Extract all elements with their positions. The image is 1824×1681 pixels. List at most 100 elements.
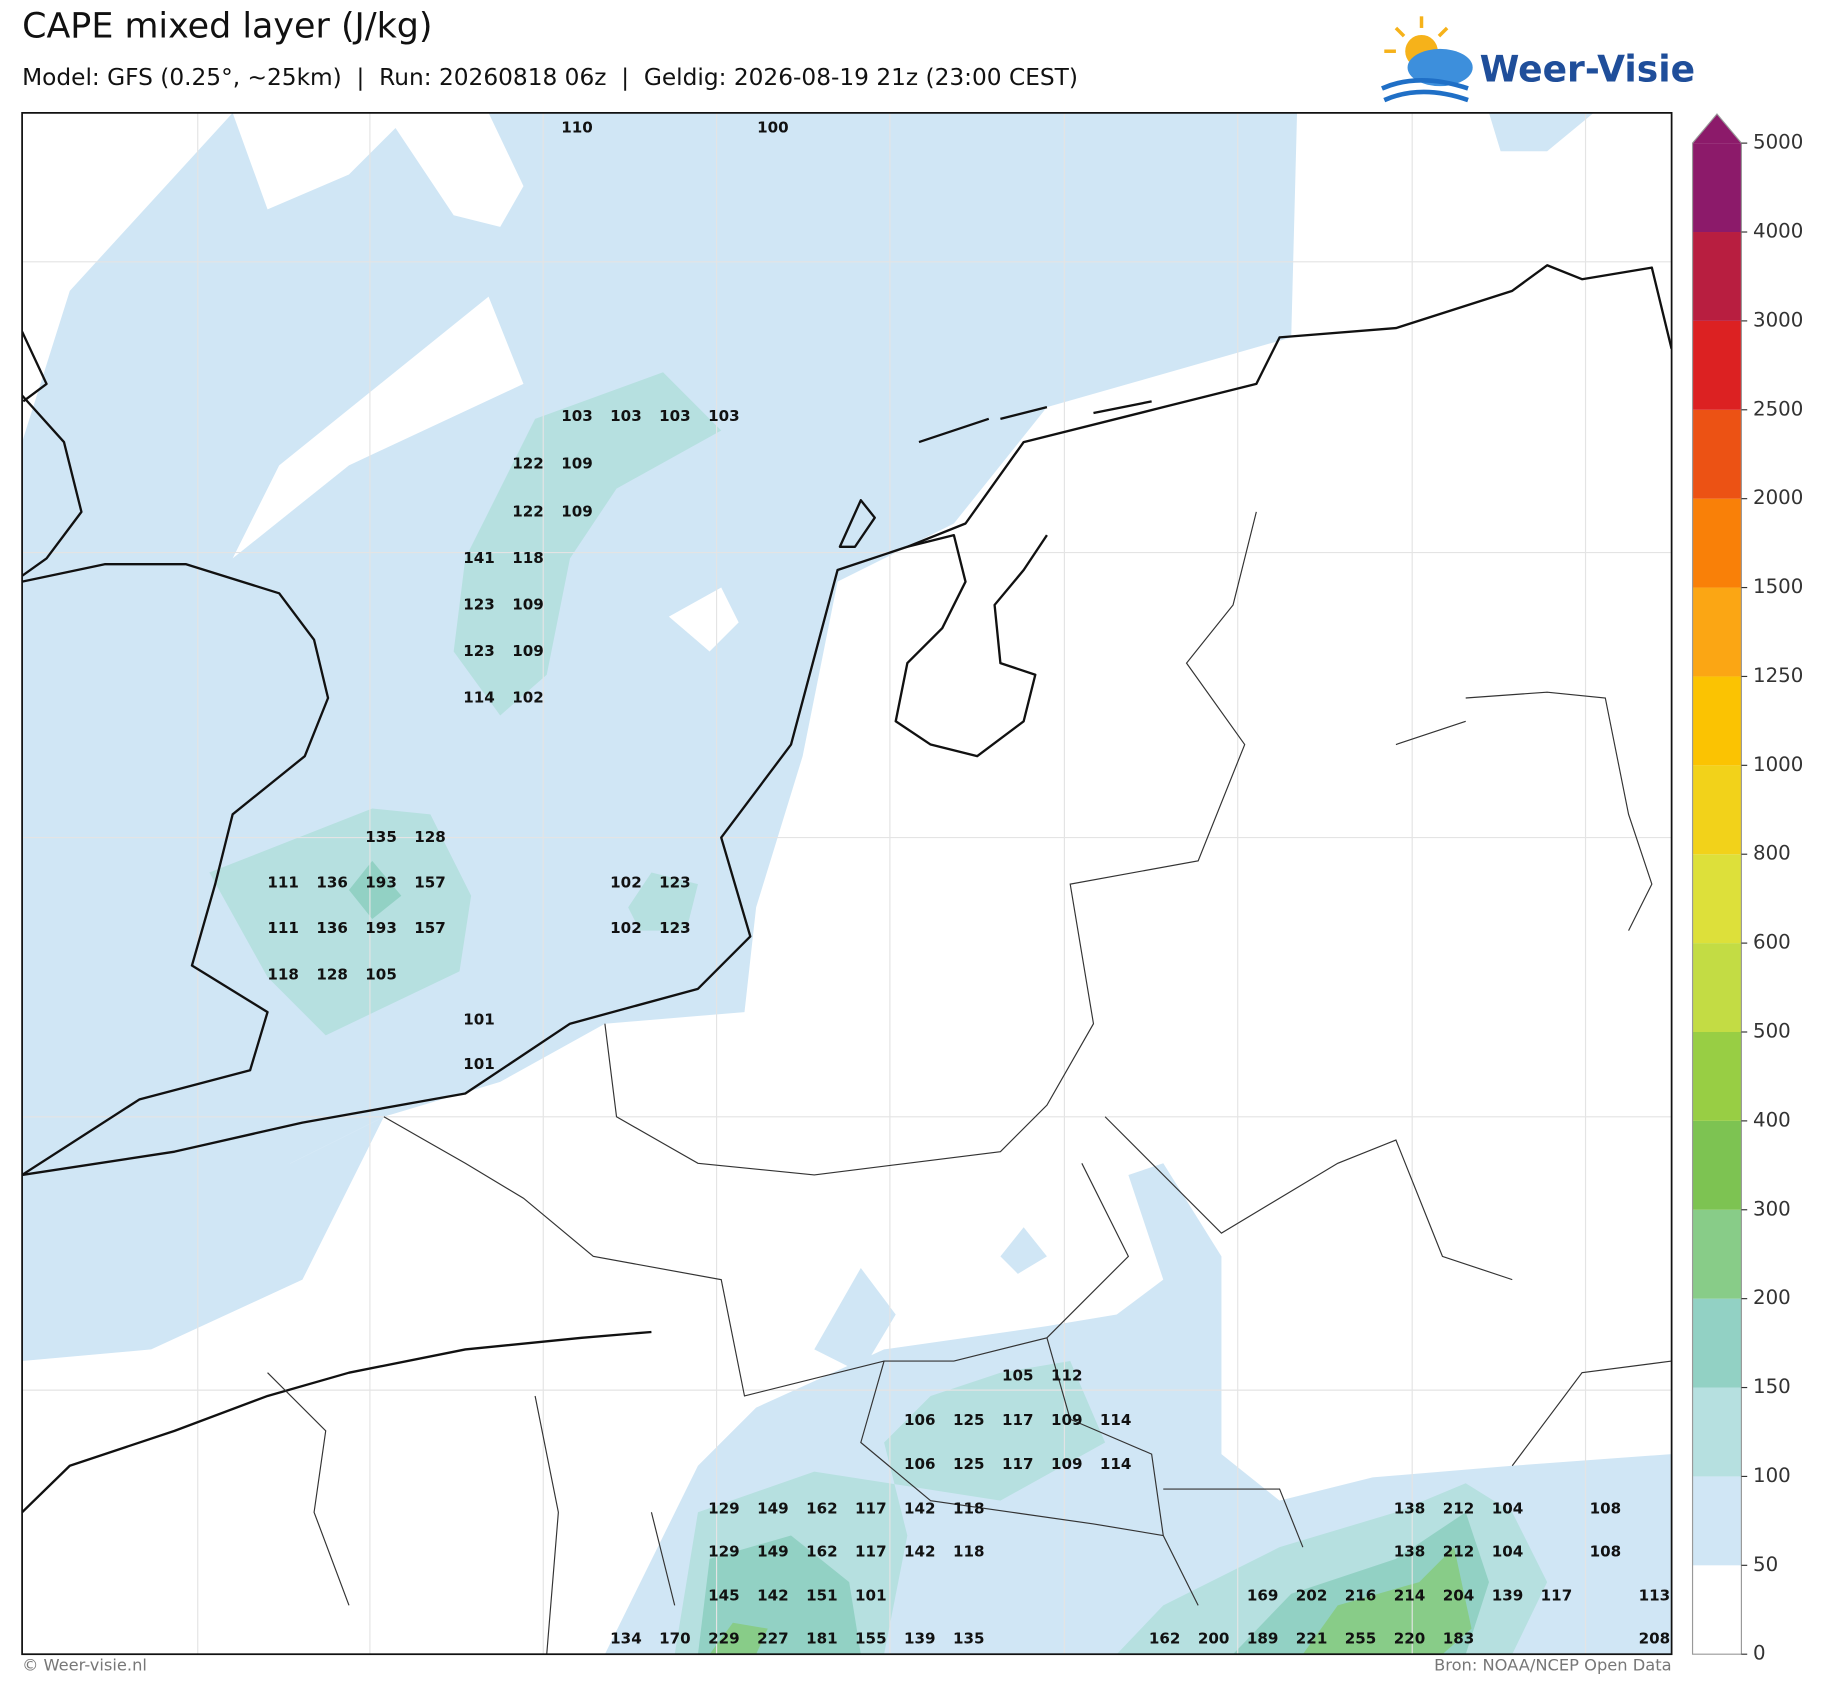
map-value-label: 118 <box>953 1542 985 1560</box>
map-value-label: 109 <box>1051 1411 1083 1429</box>
colorbar-band <box>1692 1387 1742 1477</box>
map-value-label: 134 <box>610 1630 642 1648</box>
map-value-label: 118 <box>953 1499 985 1517</box>
map-value-label: 125 <box>953 1455 985 1473</box>
map-value-label: 129 <box>708 1499 740 1517</box>
map-value-label: 114 <box>1100 1411 1132 1429</box>
subtitle: Model: GFS (0.25°, ~25km) | Run: 2026081… <box>22 64 1078 91</box>
map-value-label: 208 <box>1639 1630 1671 1648</box>
map-value-label: 114 <box>463 689 495 707</box>
map-value-label: 139 <box>904 1630 936 1648</box>
map-value-label: 204 <box>1443 1587 1475 1605</box>
colorbar-band <box>1692 1476 1742 1566</box>
map-value-label: 103 <box>610 407 642 425</box>
colorbar-band <box>1692 1565 1742 1655</box>
map-value-label: 109 <box>512 642 544 660</box>
map-value-label: 109 <box>561 455 593 473</box>
map-value-label: 129 <box>708 1542 740 1560</box>
map-value-label: 162 <box>806 1542 838 1560</box>
colorbar-band <box>1692 943 1742 1032</box>
footer-right: Bron: NOAA/NCEP Open Data <box>1434 1655 1672 1674</box>
map-value-label: 193 <box>365 873 397 891</box>
map-value-label: 189 <box>1247 1630 1279 1648</box>
map-value-label: 142 <box>904 1542 936 1560</box>
logo: Weer-Visie <box>1381 16 1695 103</box>
colorbar-band <box>1692 587 1742 677</box>
map-value-label: 123 <box>463 595 495 613</box>
map-value-label: 118 <box>512 549 544 567</box>
map-value-label: 105 <box>1002 1367 1034 1385</box>
map-value-label: 135 <box>953 1630 985 1648</box>
map-value-label: 111 <box>267 873 299 891</box>
map-value-label: 117 <box>855 1499 887 1517</box>
colorbar-tick-label: 3000 <box>1753 308 1803 331</box>
map-value-label: 181 <box>806 1630 838 1648</box>
map-value-label: 145 <box>708 1587 740 1605</box>
map-value-label: 136 <box>316 873 348 891</box>
map-value-label: 104 <box>1492 1499 1524 1517</box>
map-value-label: 106 <box>904 1411 936 1429</box>
colorbar-tick-label: 150 <box>1753 1375 1791 1398</box>
colorbar-band <box>1692 320 1742 410</box>
colorbar-band <box>1692 143 1742 233</box>
colorbar-tick-label: 5000 <box>1753 131 1803 154</box>
colorbar-tick-label: 50 <box>1753 1553 1778 1576</box>
colorbar-band <box>1692 1120 1742 1210</box>
map-value-label: 109 <box>512 595 544 613</box>
map-value-label: 113 <box>1639 1587 1671 1605</box>
map-value-label: 142 <box>904 1499 936 1517</box>
map-value-label: 117 <box>1541 1587 1573 1605</box>
colorbar-tick-label: 500 <box>1753 1019 1791 1042</box>
map-value-label: 112 <box>1051 1367 1083 1385</box>
colorbar-tick-label: 1250 <box>1753 664 1803 687</box>
map-value-label: 111 <box>267 919 299 937</box>
map-value-label: 118 <box>267 965 299 983</box>
map-value-label: 255 <box>1345 1630 1377 1648</box>
map-value-label: 138 <box>1394 1542 1426 1560</box>
map-value-label: 149 <box>757 1499 789 1517</box>
map-value-label: 139 <box>1492 1587 1524 1605</box>
map-value-label: 122 <box>512 455 544 473</box>
map-value-label: 157 <box>414 919 446 937</box>
title: CAPE mixed layer (J/kg) <box>22 6 432 46</box>
colorbar-band <box>1692 1209 1742 1299</box>
map-value-label: 202 <box>1296 1587 1328 1605</box>
map-value-label: 106 <box>904 1455 936 1473</box>
map-value-label: 125 <box>953 1411 985 1429</box>
colorbar-tick-label: 200 <box>1753 1286 1791 1309</box>
map-value-label: 183 <box>1443 1630 1475 1648</box>
colorbar-tick-label: 2500 <box>1753 397 1803 420</box>
map-value-label: 162 <box>1149 1630 1181 1648</box>
map-value-label: 103 <box>561 407 593 425</box>
map-value-label: 102 <box>512 689 544 707</box>
map-value-label: 193 <box>365 919 397 937</box>
colorbar-band <box>1692 1298 1742 1388</box>
colorbar-band <box>1692 676 1742 766</box>
footer-left: © Weer-visie.nl <box>22 1655 147 1674</box>
map-value-label: 221 <box>1296 1630 1328 1648</box>
colorbar-tick-label: 4000 <box>1753 220 1803 243</box>
colorbar-tick-label: 0 <box>1753 1642 1766 1665</box>
map-value-label: 214 <box>1394 1587 1426 1605</box>
colorbar-tick-label: 300 <box>1753 1197 1791 1220</box>
map-value-label: 101 <box>463 1055 495 1073</box>
map-value-label: 108 <box>1590 1542 1622 1560</box>
colorbar-tick-label: 800 <box>1753 842 1791 865</box>
map-value-label: 104 <box>1492 1542 1524 1560</box>
colorbar-band <box>1692 1031 1742 1121</box>
map-value-label: 200 <box>1198 1630 1230 1648</box>
map-value-label: 102 <box>610 873 642 891</box>
map-value-label: 103 <box>659 407 691 425</box>
map-value-label: 227 <box>757 1630 789 1648</box>
colorbar-tick-label: 1000 <box>1753 753 1803 776</box>
map-value-label: 105 <box>365 965 397 983</box>
map: 110 100 103 103 103 103 122 109 122 109 141 118 123 1… <box>21 112 1673 1656</box>
colorbar-band <box>1692 409 1742 499</box>
map-value-label: 123 <box>659 919 691 937</box>
map-value-label: 103 <box>708 407 740 425</box>
map-value-label: 117 <box>1002 1411 1034 1429</box>
colorbar-band <box>1692 232 1742 321</box>
map-value-label: 229 <box>708 1630 740 1648</box>
colorbar-extension <box>1692 114 1742 144</box>
